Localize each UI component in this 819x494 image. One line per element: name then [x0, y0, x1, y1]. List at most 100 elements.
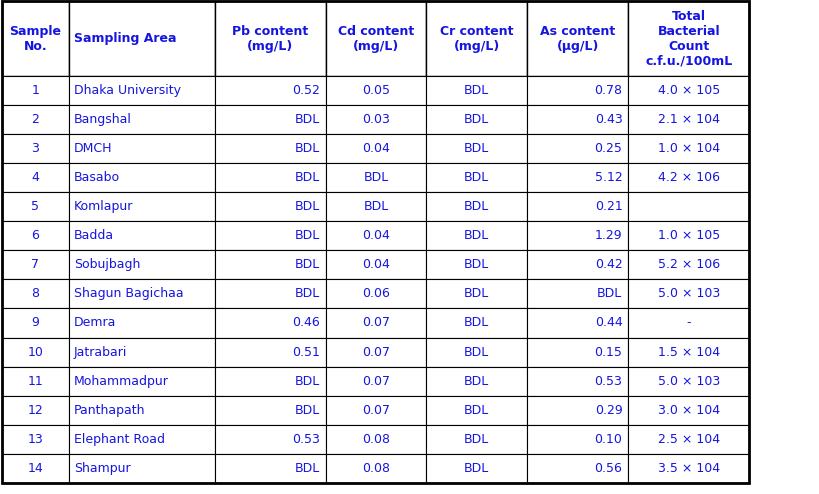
- Bar: [215, 250, 325, 280]
- Bar: [2, 337, 69, 367]
- Text: 0.04: 0.04: [362, 229, 389, 243]
- Bar: [627, 453, 749, 483]
- Text: 0.25: 0.25: [594, 142, 622, 155]
- Bar: [627, 221, 749, 250]
- Text: 0.42: 0.42: [594, 258, 622, 271]
- Bar: [2, 425, 69, 453]
- Bar: [2, 76, 69, 105]
- Bar: [426, 1, 527, 76]
- Bar: [426, 76, 527, 105]
- Bar: [325, 308, 426, 337]
- Bar: [527, 192, 627, 221]
- Text: Jatrabari: Jatrabari: [74, 345, 127, 359]
- Text: 0.21: 0.21: [594, 200, 622, 213]
- Bar: [69, 337, 215, 367]
- Text: 1.0 × 104: 1.0 × 104: [657, 142, 719, 155]
- Text: Elephant Road: Elephant Road: [74, 433, 165, 446]
- Bar: [426, 105, 527, 134]
- Text: 6: 6: [31, 229, 39, 243]
- Bar: [627, 280, 749, 308]
- Text: 10: 10: [27, 345, 43, 359]
- Bar: [527, 105, 627, 134]
- Text: BDL: BDL: [464, 200, 489, 213]
- Text: Mohammadpur: Mohammadpur: [74, 374, 169, 388]
- Text: -: -: [686, 317, 690, 329]
- Bar: [215, 134, 325, 163]
- Bar: [527, 337, 627, 367]
- Text: BDL: BDL: [464, 84, 489, 97]
- Bar: [627, 367, 749, 396]
- Bar: [215, 76, 325, 105]
- Text: BDL: BDL: [294, 142, 319, 155]
- Bar: [325, 1, 426, 76]
- Text: 5.0 × 103: 5.0 × 103: [657, 288, 719, 300]
- Text: 4.0 × 105: 4.0 × 105: [657, 84, 719, 97]
- Bar: [426, 308, 527, 337]
- Bar: [627, 425, 749, 453]
- Bar: [2, 192, 69, 221]
- Text: 8: 8: [31, 288, 39, 300]
- Text: 0.29: 0.29: [594, 404, 622, 416]
- Text: 0.78: 0.78: [594, 84, 622, 97]
- Text: 3.5 × 104: 3.5 × 104: [657, 462, 719, 475]
- Text: 7: 7: [31, 258, 39, 271]
- Bar: [2, 453, 69, 483]
- Bar: [527, 221, 627, 250]
- Bar: [325, 425, 426, 453]
- Text: 0.07: 0.07: [361, 317, 390, 329]
- Bar: [69, 163, 215, 192]
- Text: 5.0 × 103: 5.0 × 103: [657, 374, 719, 388]
- Bar: [527, 453, 627, 483]
- Text: 0.10: 0.10: [594, 433, 622, 446]
- Bar: [215, 192, 325, 221]
- Bar: [627, 308, 749, 337]
- Text: Shagun Bagichaa: Shagun Bagichaa: [74, 288, 183, 300]
- Bar: [69, 134, 215, 163]
- Bar: [215, 453, 325, 483]
- Text: Komlapur: Komlapur: [74, 200, 133, 213]
- Bar: [627, 134, 749, 163]
- Bar: [69, 192, 215, 221]
- Bar: [69, 453, 215, 483]
- Text: BDL: BDL: [294, 171, 319, 184]
- Text: BDL: BDL: [464, 142, 489, 155]
- Bar: [527, 396, 627, 425]
- Bar: [2, 250, 69, 280]
- Bar: [2, 308, 69, 337]
- Text: Demra: Demra: [74, 317, 116, 329]
- Text: 1.5 × 104: 1.5 × 104: [657, 345, 719, 359]
- Text: BDL: BDL: [464, 171, 489, 184]
- Bar: [215, 425, 325, 453]
- Bar: [69, 1, 215, 76]
- Text: Basabo: Basabo: [74, 171, 120, 184]
- Text: 3: 3: [31, 142, 39, 155]
- Text: BDL: BDL: [294, 404, 319, 416]
- Bar: [2, 1, 69, 76]
- Text: 5.2 × 106: 5.2 × 106: [657, 258, 719, 271]
- Bar: [627, 105, 749, 134]
- Text: 13: 13: [27, 433, 43, 446]
- Bar: [215, 1, 325, 76]
- Text: Pb content
(mg/L): Pb content (mg/L): [232, 25, 308, 52]
- Bar: [527, 280, 627, 308]
- Text: DMCH: DMCH: [74, 142, 112, 155]
- Bar: [325, 221, 426, 250]
- Text: BDL: BDL: [464, 317, 489, 329]
- Bar: [215, 105, 325, 134]
- Text: BDL: BDL: [363, 171, 388, 184]
- Bar: [69, 396, 215, 425]
- Text: 9: 9: [31, 317, 39, 329]
- Text: 4: 4: [31, 171, 39, 184]
- Bar: [627, 192, 749, 221]
- Text: BDL: BDL: [464, 229, 489, 243]
- Bar: [325, 367, 426, 396]
- Text: 2.1 × 104: 2.1 × 104: [657, 113, 719, 126]
- Bar: [325, 192, 426, 221]
- Bar: [627, 163, 749, 192]
- Text: Badda: Badda: [74, 229, 114, 243]
- Bar: [2, 367, 69, 396]
- Bar: [69, 105, 215, 134]
- Bar: [426, 367, 527, 396]
- Text: 5: 5: [31, 200, 39, 213]
- Text: Sample
No.: Sample No.: [9, 25, 61, 52]
